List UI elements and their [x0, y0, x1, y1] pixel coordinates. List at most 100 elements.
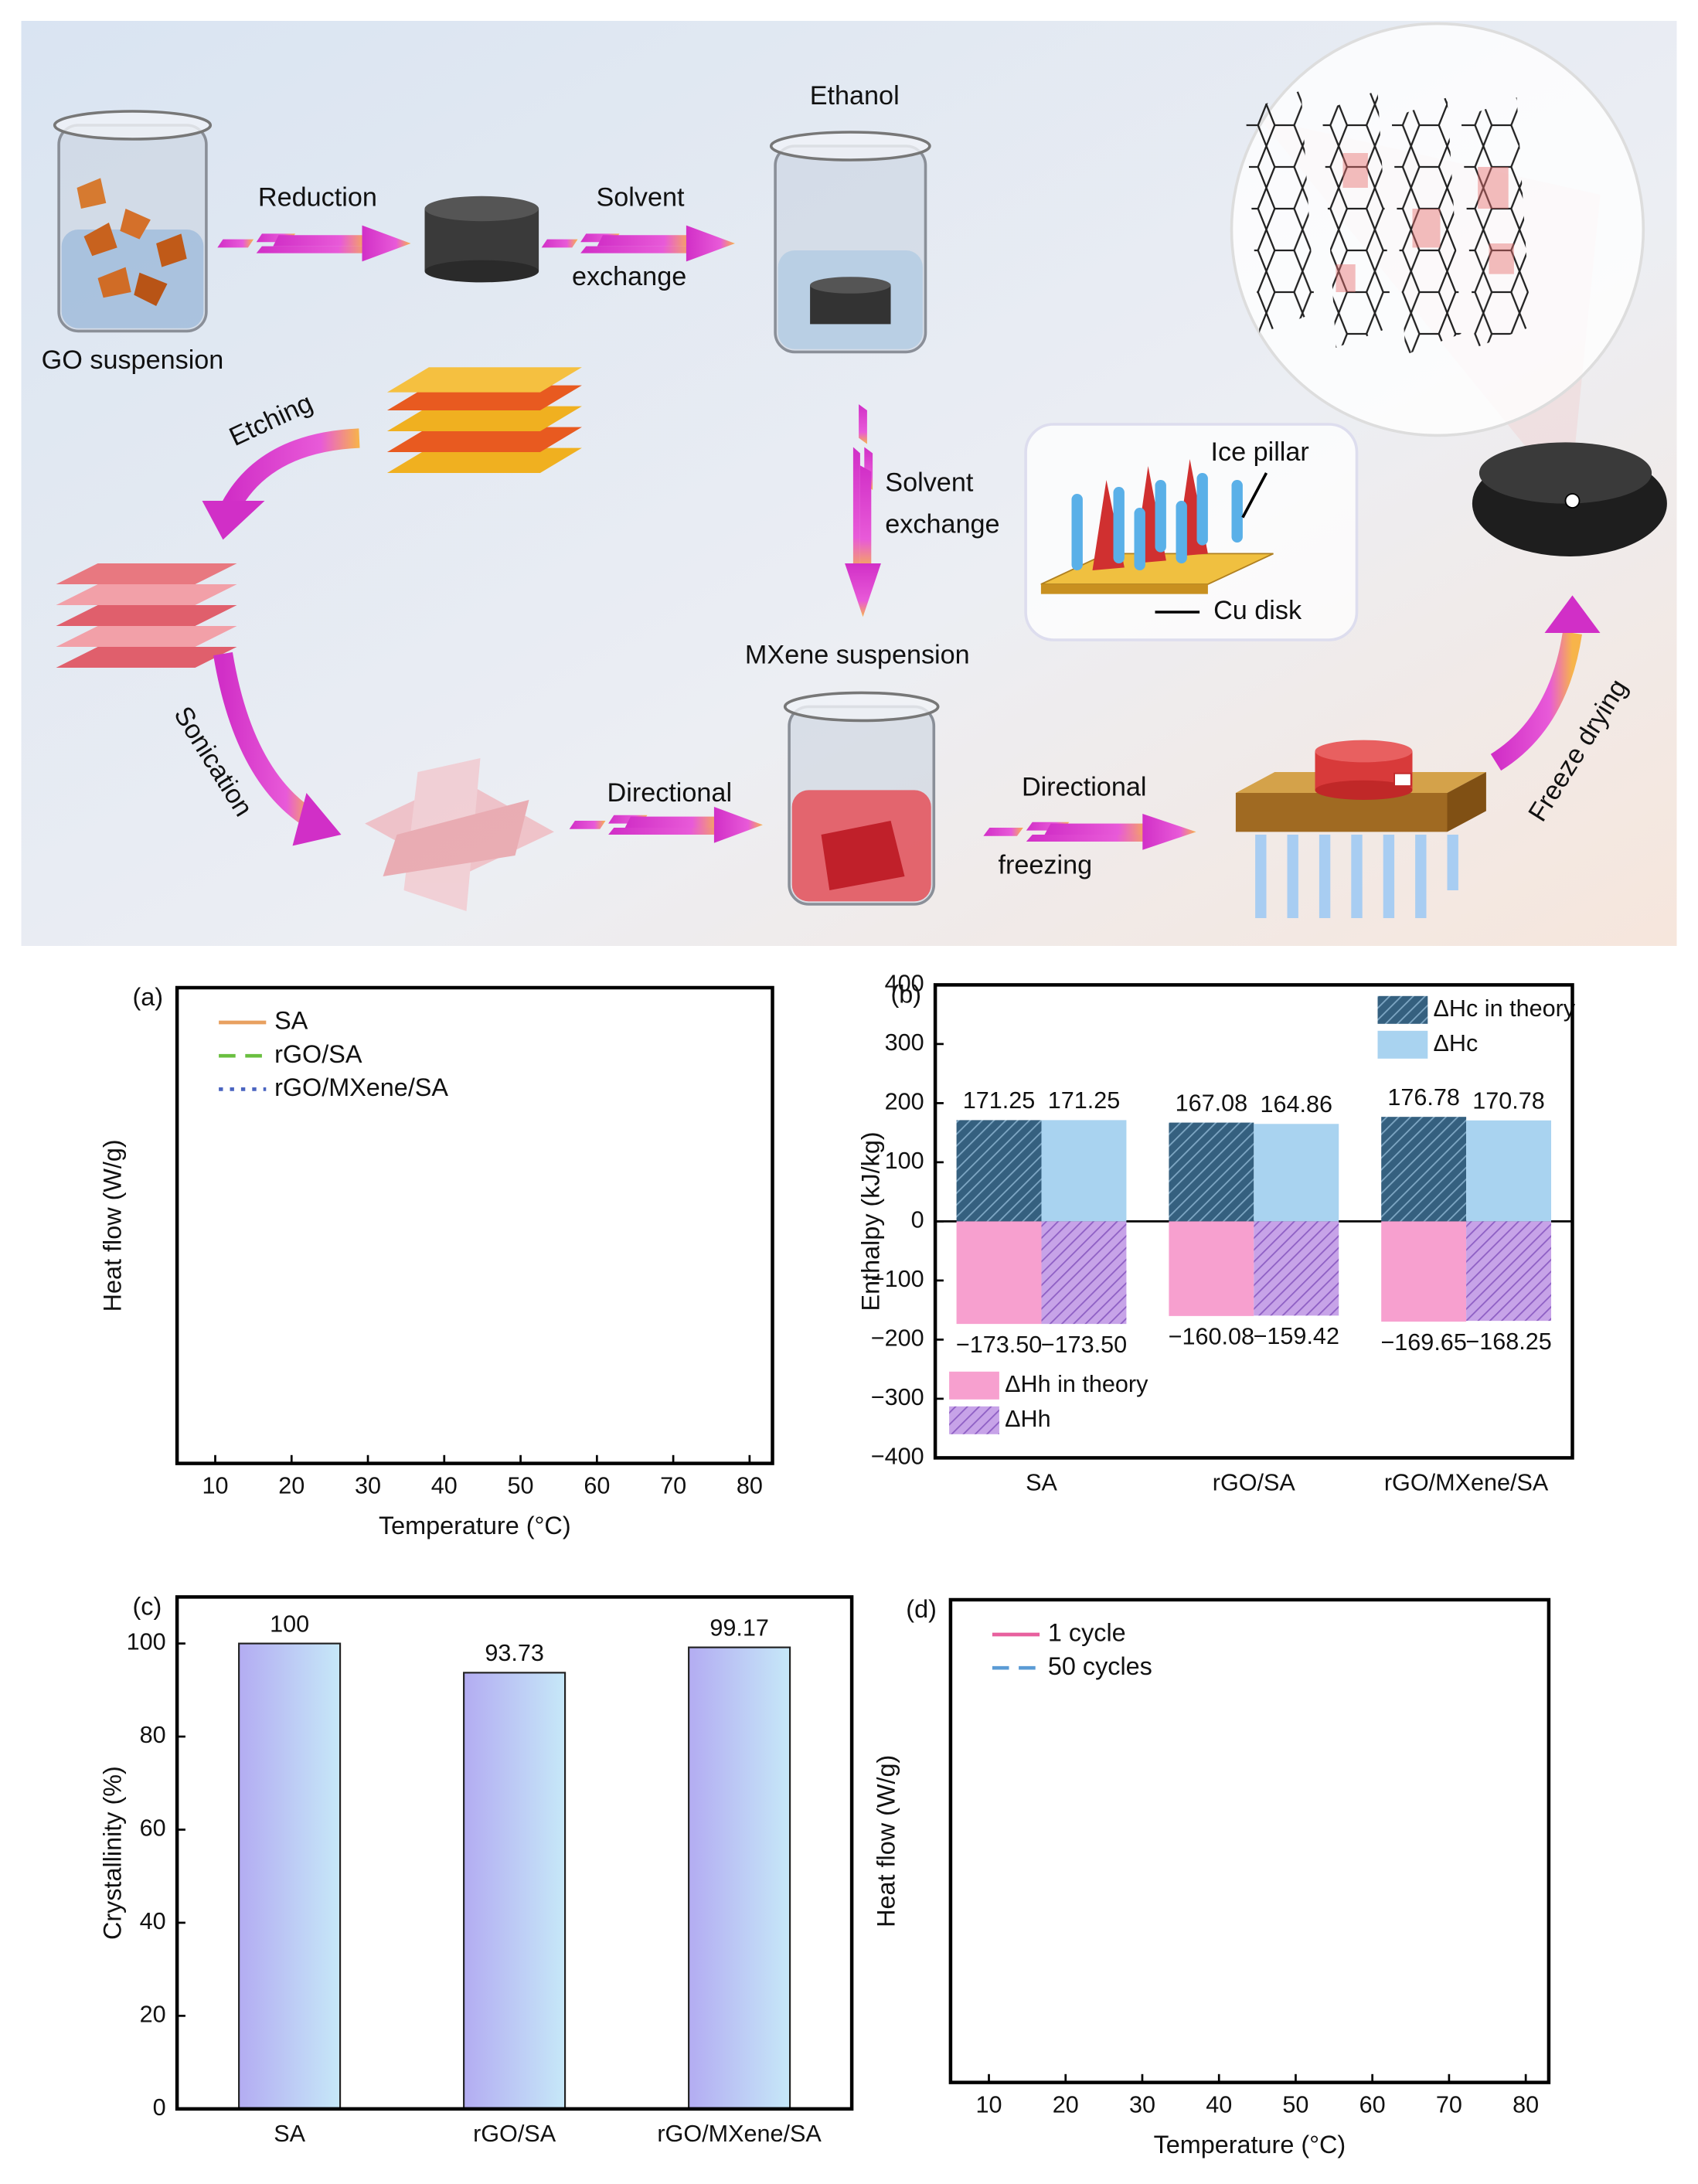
y-axis-label: Crystallinity (%): [99, 1766, 127, 1940]
y-tick-label: 100: [885, 1148, 924, 1174]
legend-label: ΔHh: [1005, 1406, 1051, 1432]
x-tick-label: 70: [660, 1472, 686, 1499]
plot-frame: [933, 983, 1574, 1460]
arrow-sonication: [213, 651, 342, 846]
legend-swatch: [1377, 1030, 1428, 1059]
y-tick-label: 100: [127, 1629, 166, 1655]
value-label: −160.08: [1169, 1324, 1254, 1350]
x-tick-label: rGO/MXene/SA: [657, 2121, 822, 2147]
x-tick-label: 30: [1129, 2091, 1155, 2118]
x-tick-label: 30: [355, 1472, 381, 1499]
value-label: 99.17: [709, 1614, 769, 1641]
y-tick-label: 200: [885, 1088, 924, 1114]
bar: [688, 1646, 791, 2110]
label-ice-pillar: Ice pillar: [1211, 437, 1309, 467]
x-tick-label: 40: [431, 1472, 458, 1499]
label-solvent: Solvent: [596, 182, 685, 212]
value-label: −159.42: [1254, 1323, 1339, 1349]
bar: [1466, 1120, 1552, 1222]
value-label: 171.25: [1048, 1087, 1121, 1114]
x-tick-label: 80: [1513, 2091, 1539, 2118]
value-label: 93.73: [485, 1640, 544, 1666]
plot-frame: [175, 1595, 854, 2111]
aerogel: [1472, 442, 1667, 556]
x-tick-label: 80: [737, 1472, 763, 1499]
exfoliated-sheets: [365, 758, 554, 911]
legend-swatch: [949, 1406, 999, 1434]
beaker-go: [53, 110, 213, 333]
value-label: −168.25: [1465, 1328, 1551, 1355]
bar: [1381, 1117, 1467, 1222]
label-cu-disk: Cu disk: [1213, 596, 1302, 625]
y-tick-label: 300: [885, 1029, 924, 1056]
panel-label: (b): [891, 980, 922, 1008]
value-label: 170.78: [1472, 1087, 1545, 1114]
label-reduction: Reduction: [258, 182, 377, 212]
legend-label: SA: [274, 1007, 308, 1035]
y-axis-label: Heat flow (W/g): [872, 1755, 900, 1927]
y-tick-label: 40: [140, 1908, 166, 1934]
value-label: 164.86: [1260, 1091, 1332, 1118]
value-label: −173.50: [1041, 1332, 1127, 1358]
bar: [1254, 1221, 1339, 1316]
bar: [1466, 1221, 1552, 1322]
ice-pillar-inset: [1024, 423, 1359, 641]
x-axis-label: Temperature (°C): [1154, 2131, 1346, 2158]
label-ethanol: Ethanol: [810, 81, 900, 111]
x-tick-label: 50: [508, 1472, 534, 1499]
value-label: 167.08: [1176, 1090, 1248, 1116]
bar: [956, 1221, 1042, 1325]
bar: [956, 1120, 1042, 1222]
y-axis-label: Heat flow (W/g): [99, 1139, 127, 1311]
label-directional-2: Directional: [1022, 773, 1147, 802]
x-tick-label: 40: [1206, 2091, 1232, 2118]
x-tick-label: SA: [1026, 1470, 1057, 1496]
legend-label: 1 cycle: [1048, 1619, 1126, 1647]
bar: [1041, 1221, 1127, 1325]
bar: [1381, 1221, 1467, 1322]
legend-label: ΔHc in theory: [1434, 995, 1576, 1022]
y-tick-label: 80: [140, 1722, 166, 1748]
beaker-ethanol: [769, 131, 931, 354]
beaker-mxene: [783, 691, 940, 906]
x-tick-label: 70: [1436, 2091, 1462, 2118]
y-tick-label: −300: [871, 1384, 924, 1410]
hydrogel-cylinder: [424, 196, 539, 283]
value-label: 100: [270, 1611, 309, 1637]
y-tick-label: −200: [871, 1325, 924, 1351]
mxene-stack-pink: [56, 563, 237, 668]
bar: [463, 1672, 567, 2110]
bar: [238, 1642, 342, 2110]
x-tick-label: SA: [274, 2121, 305, 2147]
panel-label: (c): [133, 1592, 162, 1620]
y-tick-label: −100: [871, 1266, 924, 1292]
label-go-suspension: GO suspension: [42, 345, 224, 375]
legend-swatch: [1377, 995, 1428, 1024]
plot-frame: [948, 1597, 1551, 2084]
x-tick-label: 60: [584, 1472, 610, 1499]
y-tick-label: 60: [140, 1815, 166, 1842]
label-freezing: freezing: [998, 850, 1092, 879]
x-tick-label: 10: [976, 2091, 1002, 2118]
arrow-freeze-drying: [1490, 595, 1601, 771]
y-tick-label: −400: [871, 1443, 924, 1469]
value-label: −173.50: [956, 1332, 1042, 1358]
x-tick-label: 20: [1053, 2091, 1079, 2118]
label-mxene-suspension: MXene suspension: [745, 641, 970, 670]
freezing-stage: [1235, 740, 1486, 918]
panel-label: (a): [133, 983, 164, 1011]
bar: [1254, 1124, 1339, 1222]
value-label: 171.25: [963, 1087, 1036, 1114]
legend-label: rGO/SA: [274, 1040, 362, 1068]
legend-label: rGO/MXene/SA: [274, 1073, 448, 1101]
y-tick-label: 0: [911, 1206, 924, 1233]
y-tick-label: 400: [885, 970, 924, 996]
x-tick-label: 50: [1282, 2091, 1308, 2118]
x-tick-label: rGO/SA: [473, 2121, 556, 2147]
legend-swatch: [949, 1371, 999, 1400]
mxene-stack-orange: [386, 367, 582, 473]
label-solvent-2: Solvent: [885, 468, 974, 497]
x-tick-label: rGO/SA: [1213, 1470, 1296, 1496]
legend-label: 50 cycles: [1048, 1652, 1152, 1680]
